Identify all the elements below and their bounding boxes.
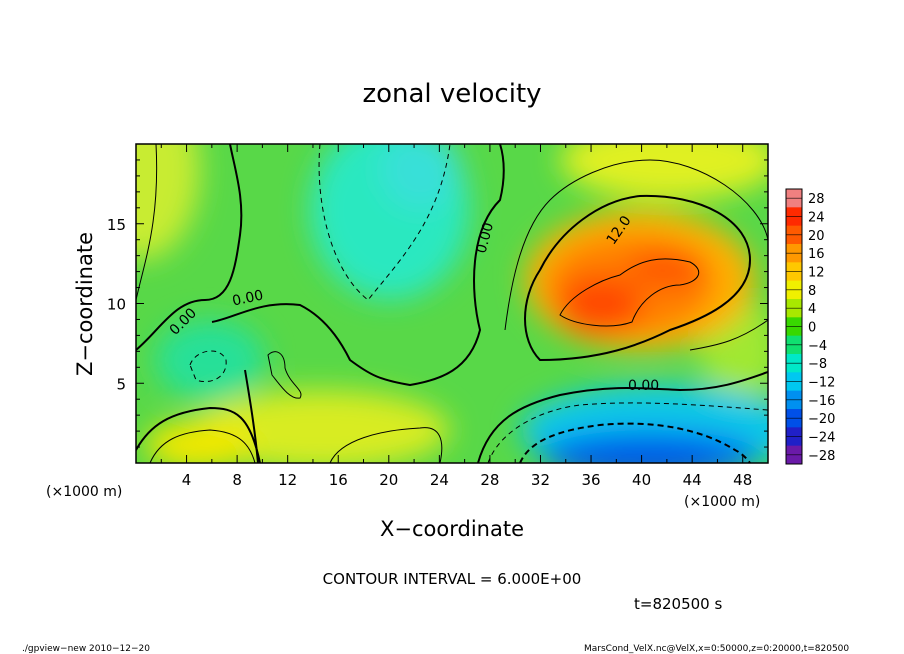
colorbar-label: 12 bbox=[808, 266, 825, 281]
colorbar-label: −24 bbox=[808, 431, 835, 446]
colorbar-label: 28 bbox=[808, 192, 825, 207]
contour-6-topleft bbox=[136, 144, 158, 301]
chart-title: zonal velocity bbox=[362, 79, 541, 109]
x-tick-label: 48 bbox=[733, 471, 752, 489]
y-axis: 5 10 15 bbox=[107, 159, 768, 448]
x-axis: 4 8 12 16 20 24 28 32 36 40 44 48 bbox=[160, 144, 752, 489]
colorbar-label: −12 bbox=[808, 376, 835, 391]
x-axis-title: X−coordinate bbox=[380, 517, 524, 541]
colorbar-label: −16 bbox=[808, 394, 835, 409]
x-tick-label: 32 bbox=[531, 471, 550, 489]
colorbar-label: 8 bbox=[808, 284, 816, 299]
x-tick-label: 36 bbox=[581, 471, 600, 489]
colorbar-label: −20 bbox=[808, 412, 835, 427]
colorbar-label: −8 bbox=[808, 357, 827, 372]
contour-neg6-top bbox=[318, 144, 451, 301]
contour-lines bbox=[136, 144, 768, 463]
x-tick-label: 28 bbox=[480, 471, 499, 489]
colorbar-label: −28 bbox=[808, 449, 835, 464]
time-text: t=820500 s bbox=[634, 595, 722, 613]
y-tick-label: 5 bbox=[116, 375, 126, 393]
contour-zero-right bbox=[477, 371, 768, 463]
colorbar-label: 20 bbox=[808, 229, 825, 244]
plot-field bbox=[136, 144, 768, 463]
contour-6-right-edge bbox=[689, 319, 768, 351]
contour-zero-vertical bbox=[244, 369, 259, 463]
contour-label: 0.00 bbox=[231, 287, 265, 309]
contour-zero-lower-left bbox=[136, 406, 261, 463]
contour-neg6-bottom bbox=[487, 402, 768, 463]
colorbar-label: 16 bbox=[808, 247, 825, 262]
x-tick-label: 44 bbox=[683, 471, 702, 489]
x-tick-label: 40 bbox=[632, 471, 651, 489]
y-tick-label: 10 bbox=[107, 296, 126, 314]
x-unit-label-left: (×1000 m) bbox=[46, 484, 122, 500]
contour-zero-left bbox=[136, 144, 243, 351]
colorbar: 28 24 20 16 12 8 4 0 −4 −8 −12 −16 −20 −24 −28 bbox=[785, 188, 835, 465]
footer-right: MarsCond_VelX.nc@VelX,x=0:50000,z=0:2000… bbox=[584, 644, 849, 654]
contour-6-right bbox=[504, 159, 768, 331]
contour-interval-text: CONTOUR INTERVAL = 6.000E+00 bbox=[323, 570, 582, 588]
colorbar-label: 24 bbox=[808, 211, 825, 226]
x-tick-label: 20 bbox=[379, 471, 398, 489]
contour-6-bottom bbox=[149, 429, 256, 463]
footer-left: ./gpview−new 2010−12−20 bbox=[22, 644, 150, 654]
contour-zero-mid bbox=[211, 144, 505, 387]
x-tick-label: 4 bbox=[182, 471, 192, 489]
colorbar-label: −4 bbox=[808, 339, 827, 354]
contour-label: 0.00 bbox=[474, 221, 498, 255]
colorbar-label: 0 bbox=[808, 321, 816, 336]
contour-neg6-left bbox=[189, 350, 227, 383]
x-tick-label: 12 bbox=[278, 471, 297, 489]
x-unit-label-right: (×1000 m) bbox=[684, 494, 760, 510]
colorbar-label: 4 bbox=[808, 302, 816, 317]
contour-12 bbox=[524, 194, 752, 362]
x-tick-label: 24 bbox=[430, 471, 449, 489]
contour-label: 0.00 bbox=[628, 378, 659, 394]
contour-18 bbox=[559, 258, 700, 327]
x-tick-label: 8 bbox=[232, 471, 242, 489]
y-tick-label: 15 bbox=[107, 216, 126, 234]
contour-neg12 bbox=[519, 422, 751, 463]
x-tick-label: 16 bbox=[329, 471, 348, 489]
contour-6-mid bbox=[329, 427, 443, 463]
contour-6-island bbox=[267, 351, 302, 399]
y-axis-title: Z−coordinate bbox=[73, 232, 97, 376]
